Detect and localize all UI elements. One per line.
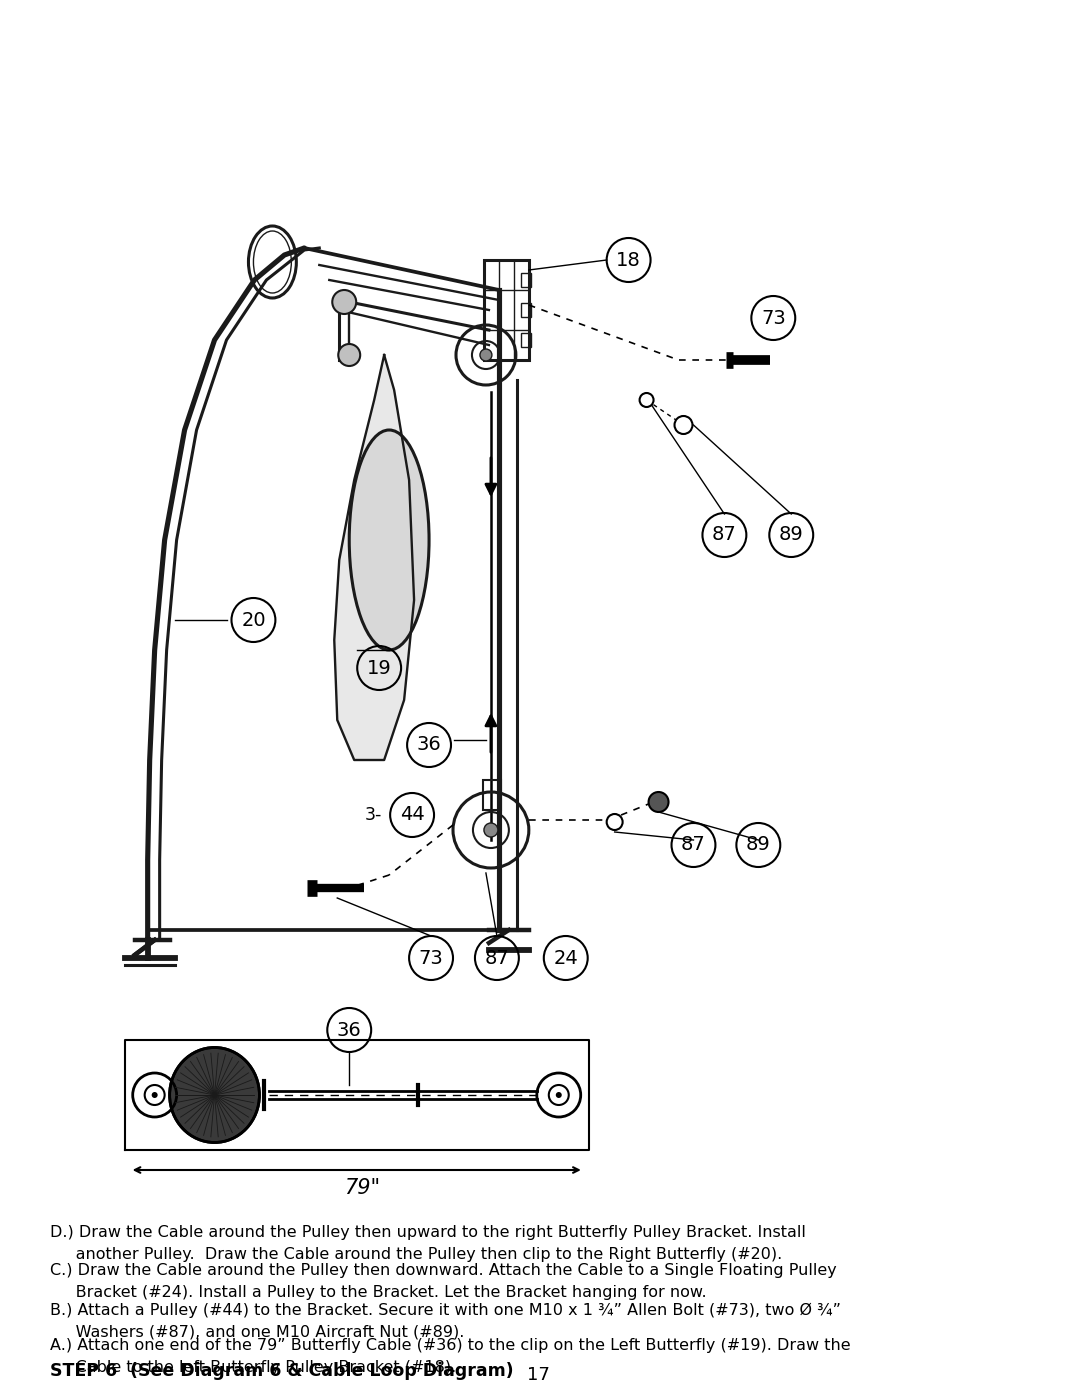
Circle shape — [151, 1092, 158, 1098]
Text: 20: 20 — [241, 610, 266, 630]
Ellipse shape — [349, 430, 429, 650]
Text: 89: 89 — [779, 525, 804, 545]
Text: 79": 79" — [343, 1178, 380, 1199]
Text: 87: 87 — [485, 949, 510, 968]
Text: 17: 17 — [527, 1366, 550, 1384]
Text: B.) Attach a Pulley (#44) to the Bracket. Secure it with one M10 x 1 ¾” Allen Bo: B.) Attach a Pulley (#44) to the Bracket… — [50, 1303, 841, 1340]
Circle shape — [480, 349, 491, 360]
Text: 18: 18 — [617, 250, 642, 270]
Circle shape — [607, 814, 623, 830]
Text: 3-: 3- — [365, 806, 382, 824]
Circle shape — [675, 416, 692, 434]
Circle shape — [333, 291, 356, 314]
Ellipse shape — [170, 1048, 259, 1143]
Circle shape — [484, 823, 498, 837]
Text: 89: 89 — [746, 835, 771, 855]
Text: 19: 19 — [367, 658, 392, 678]
Circle shape — [556, 1092, 562, 1098]
Text: 87: 87 — [712, 525, 737, 545]
Text: 36: 36 — [337, 1020, 362, 1039]
Circle shape — [649, 792, 669, 812]
Text: A.) Attach one end of the 79” Butterfly Cable (#36) to the clip on the Left Butt: A.) Attach one end of the 79” Butterfly … — [50, 1338, 851, 1375]
Text: C.) Draw the Cable around the Pulley then downward. Attach the Cable to a Single: C.) Draw the Cable around the Pulley the… — [50, 1263, 837, 1299]
Text: STEP 6: STEP 6 — [50, 1362, 117, 1380]
Text: 73: 73 — [761, 309, 785, 327]
Text: (See Diagram 6 & Cable Loop Diagram): (See Diagram 6 & Cable Loop Diagram) — [118, 1362, 513, 1380]
Text: 73: 73 — [419, 949, 444, 968]
Circle shape — [639, 393, 653, 407]
Text: 87: 87 — [681, 835, 706, 855]
Text: D.) Draw the Cable around the Pulley then upward to the right Butterfly Pulley B: D.) Draw the Cable around the Pulley the… — [50, 1225, 806, 1261]
Circle shape — [338, 344, 361, 366]
Polygon shape — [335, 355, 414, 760]
Text: 44: 44 — [400, 806, 424, 824]
Text: 36: 36 — [417, 735, 442, 754]
Text: 24: 24 — [553, 949, 578, 968]
